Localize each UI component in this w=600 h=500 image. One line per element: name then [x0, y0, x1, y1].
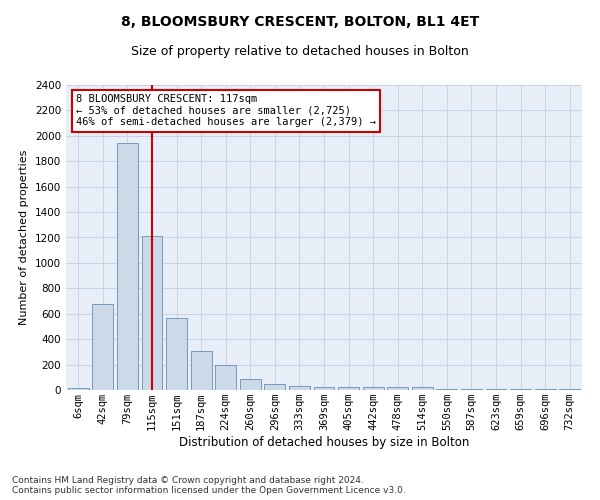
Bar — [92, 304, 113, 390]
Bar — [240, 379, 261, 390]
Text: 8 BLOOMSBURY CRESCENT: 117sqm
← 53% of detached houses are smaller (2,725)
46% o: 8 BLOOMSBURY CRESCENT: 117sqm ← 53% of d… — [76, 94, 376, 128]
Bar — [166, 318, 187, 390]
Text: Contains HM Land Registry data © Crown copyright and database right 2024.
Contai: Contains HM Land Registry data © Crown c… — [12, 476, 406, 495]
Y-axis label: Number of detached properties: Number of detached properties — [19, 150, 29, 325]
X-axis label: Distribution of detached houses by size in Bolton: Distribution of detached houses by size … — [179, 436, 469, 449]
Bar — [265, 384, 286, 390]
Text: 8, BLOOMSBURY CRESCENT, BOLTON, BL1 4ET: 8, BLOOMSBURY CRESCENT, BOLTON, BL1 4ET — [121, 15, 479, 29]
Bar — [191, 350, 212, 390]
Bar — [142, 236, 163, 390]
Bar — [314, 387, 334, 390]
Bar — [362, 387, 383, 390]
Bar — [117, 144, 138, 390]
Bar — [387, 387, 408, 390]
Bar — [215, 365, 236, 390]
Bar — [289, 386, 310, 390]
Bar — [412, 388, 433, 390]
Text: Size of property relative to detached houses in Bolton: Size of property relative to detached ho… — [131, 45, 469, 58]
Bar — [338, 387, 359, 390]
Bar — [68, 388, 89, 390]
